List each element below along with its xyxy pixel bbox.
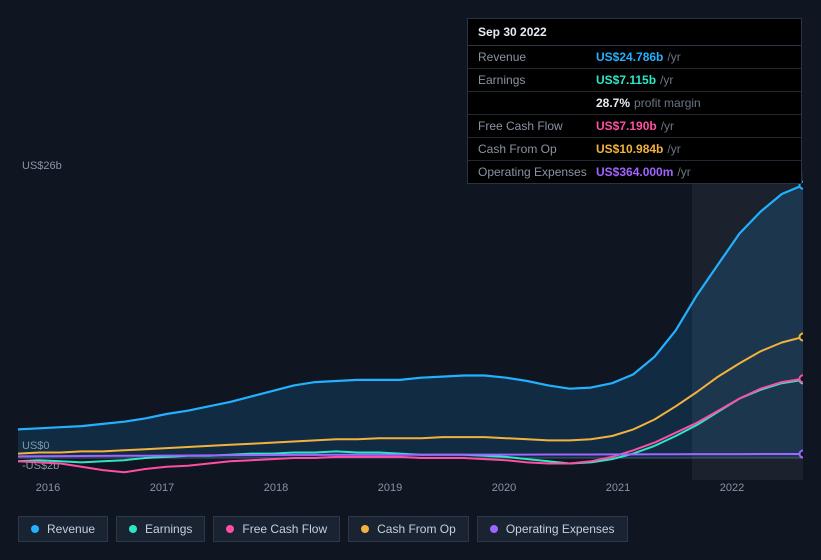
legend-item[interactable]: Cash From Op [348,516,469,542]
x-tick-label: 2020 [492,482,516,494]
legend-label: Free Cash Flow [242,522,327,536]
legend-label: Cash From Op [377,522,456,536]
chart-plot [18,172,803,480]
legend-dot-icon [129,525,137,533]
legend-label: Earnings [145,522,192,536]
tooltip-rows-container: RevenueUS$24.786b/yrEarningsUS$7.115b/yr… [468,46,801,183]
legend-label: Revenue [47,522,95,536]
legend-dot-icon [361,525,369,533]
legend-item[interactable]: Earnings [116,516,205,542]
tooltip-metric-value: US$10.984b/yr [596,142,681,156]
tooltip-row: EarningsUS$7.115b/yr [468,69,801,92]
tooltip-metric-label: Cash From Op [478,142,596,156]
tooltip-metric-label: Earnings [478,73,596,87]
x-tick-label: 2016 [36,482,60,494]
legend-dot-icon [31,525,39,533]
tooltip-row: RevenueUS$24.786b/yr [468,46,801,69]
x-tick-label: 2018 [264,482,288,494]
tooltip-metric-value: US$24.786b/yr [596,50,681,64]
tooltip-metric-label: Free Cash Flow [478,119,596,133]
tooltip-row: Operating ExpensesUS$364.000m/yr [468,161,801,183]
x-tick-label: 2019 [378,482,402,494]
tooltip-row: 28.7%profit margin [468,92,801,115]
tooltip-metric-value: 28.7%profit margin [596,96,701,110]
x-tick-label: 2017 [150,482,174,494]
tooltip-metric-value: US$364.000m/yr [596,165,691,179]
chart-legend: Revenue Earnings Free Cash Flow Cash From O… [18,516,628,542]
tooltip-metric-value: US$7.190b/yr [596,119,674,133]
tooltip-metric-value: US$7.115b/yr [596,73,673,87]
chart-tooltip: Sep 30 2022 RevenueUS$24.786b/yrEarnings… [467,18,802,184]
legend-item[interactable]: Free Cash Flow [213,516,340,542]
legend-dot-icon [226,525,234,533]
x-tick-label: 2022 [720,482,744,494]
tooltip-date: Sep 30 2022 [468,19,801,46]
x-tick-label: 2021 [606,482,630,494]
y-tick-label: US$26b [22,160,62,172]
legend-item[interactable]: Operating Expenses [477,516,628,542]
legend-dot-icon [490,525,498,533]
tooltip-metric-label: Operating Expenses [478,165,596,179]
tooltip-metric-label [478,96,596,110]
tooltip-row: Free Cash FlowUS$7.190b/yr [468,115,801,138]
tooltip-metric-label: Revenue [478,50,596,64]
legend-item[interactable]: Revenue [18,516,108,542]
legend-label: Operating Expenses [506,522,615,536]
tooltip-row: Cash From OpUS$10.984b/yr [468,138,801,161]
